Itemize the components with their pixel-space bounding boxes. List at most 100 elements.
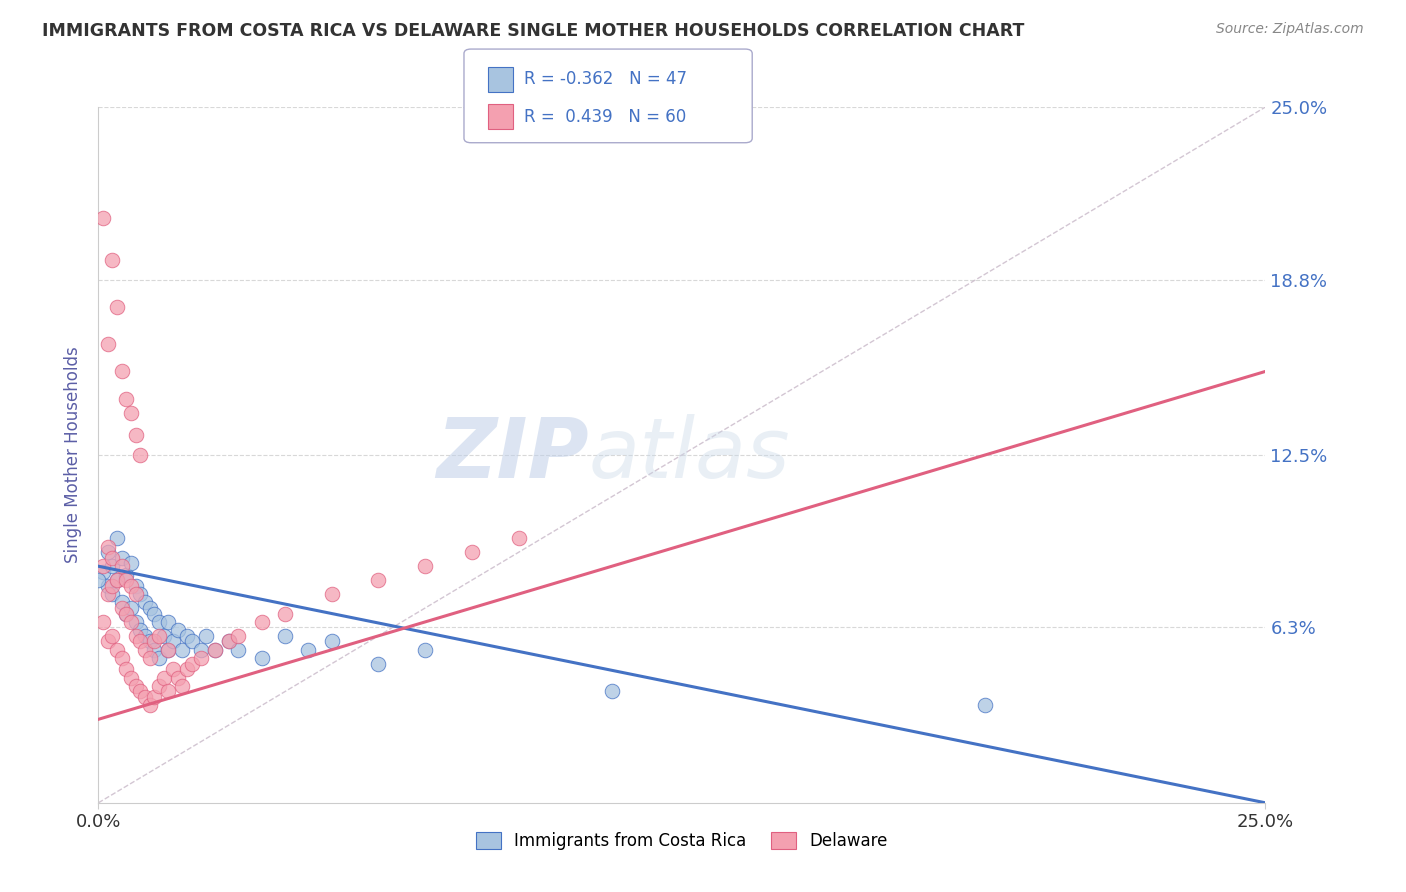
Point [190,642,212,657]
Point [148,679,170,693]
Point [218,634,240,648]
Point [97,545,120,559]
Text: atlas: atlas [589,415,790,495]
Point [101,579,124,593]
Point [176,662,198,676]
Point [115,607,138,621]
Point [125,629,148,643]
Point [157,684,180,698]
Y-axis label: Single Mother Households: Single Mother Households [65,347,83,563]
Point [111,550,134,565]
Point [115,392,138,407]
Point [125,587,148,601]
Point [180,657,202,671]
Point [321,587,343,601]
Point [115,567,138,582]
Point [274,629,297,643]
Point [228,629,250,643]
Point [367,657,389,671]
Point [134,690,156,704]
Point [111,364,134,378]
Point [87,573,110,587]
Point [172,679,194,693]
Point [105,532,128,546]
Point [129,684,152,698]
Point [461,545,484,559]
Point [134,595,156,609]
Point [250,651,273,665]
Point [143,690,166,704]
Point [143,634,166,648]
Point [508,532,530,546]
Text: R = -0.362   N = 47: R = -0.362 N = 47 [524,70,688,88]
Point [111,601,134,615]
Point [115,662,138,676]
Point [152,671,174,685]
Point [120,406,142,420]
Point [97,336,120,351]
Point [176,629,198,643]
Text: Source: ZipAtlas.com: Source: ZipAtlas.com [1216,22,1364,37]
Point [101,559,124,574]
Point [101,629,124,643]
Point [148,629,170,643]
Point [974,698,997,713]
Point [120,601,142,615]
Point [204,642,226,657]
Point [97,634,120,648]
Point [228,642,250,657]
Text: ZIP: ZIP [436,415,589,495]
Text: IMMIGRANTS FROM COSTA RICA VS DELAWARE SINGLE MOTHER HOUSEHOLDS CORRELATION CHAR: IMMIGRANTS FROM COSTA RICA VS DELAWARE S… [42,22,1025,40]
Point [129,448,152,462]
Point [162,662,184,676]
Point [413,642,436,657]
Point [91,211,114,226]
Point [143,607,166,621]
Point [166,671,188,685]
Text: R =  0.439   N = 60: R = 0.439 N = 60 [524,108,686,126]
Point [97,587,120,601]
Point [143,642,166,657]
Point [101,253,124,268]
Point [91,559,114,574]
Point [157,642,180,657]
Point [120,579,142,593]
Point [148,615,170,629]
Point [139,651,162,665]
Point [125,679,148,693]
Point [105,573,128,587]
Point [125,579,148,593]
Point [134,642,156,657]
Point [190,651,212,665]
Point [129,587,152,601]
Point [134,629,156,643]
Point [129,634,152,648]
Point [125,428,148,442]
Legend: Immigrants from Costa Rica, Delaware: Immigrants from Costa Rica, Delaware [470,826,894,857]
Point [111,651,134,665]
Point [218,634,240,648]
Point [367,573,389,587]
Point [139,601,162,615]
Point [120,615,142,629]
Point [172,642,194,657]
Point [91,615,114,629]
Point [129,624,152,638]
Point [105,301,128,315]
Point [413,559,436,574]
Point [157,642,180,657]
Point [148,651,170,665]
Point [125,615,148,629]
Point [120,557,142,571]
Point [115,607,138,621]
Point [250,615,273,629]
Point [204,642,226,657]
Point [152,629,174,643]
Point [321,634,343,648]
Point [91,565,114,579]
Point [105,573,128,587]
Point [115,573,138,587]
Point [101,550,124,565]
Point [111,559,134,574]
Point [166,624,188,638]
